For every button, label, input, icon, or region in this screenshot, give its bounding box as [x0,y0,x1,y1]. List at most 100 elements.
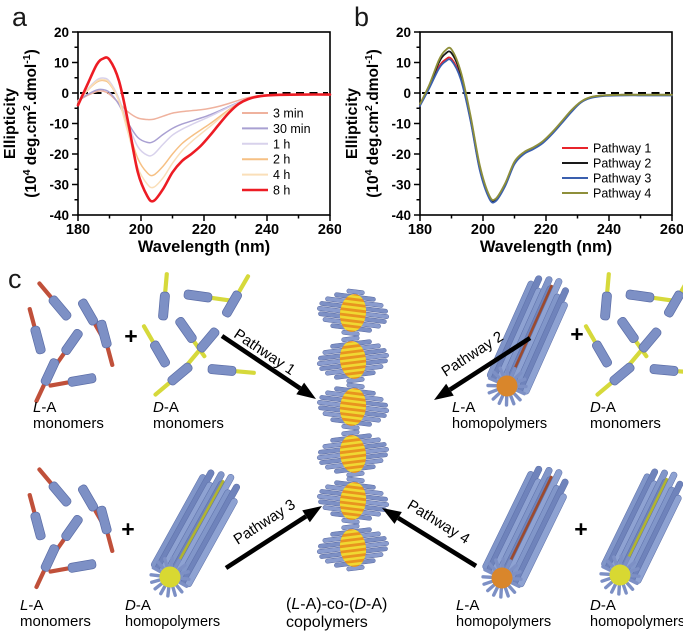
helix-stripe [338,508,365,515]
axis-ticks: 180 200 220 240 260 -40 -30 -20 -10 0 10 20 [49,25,341,238]
cd-spectra-chart-time-series: 180 200 220 240 260 -40 -30 -20 -10 0 10 20 3 min30 … [2,25,341,256]
da-monomers-label-right: D-A [590,399,616,416]
la-homopolymers-label-br: L-A [456,597,479,614]
y-tick-label: 0 [61,86,69,101]
helix-stripe [341,299,368,306]
monomer-rod [158,272,170,321]
monomer-rod [221,274,251,318]
y-tick-label: 20 [54,25,69,40]
helix-stripe [339,503,366,510]
y-axis-title-units: (104 deg.cm2.dmol-1) [21,49,40,198]
la-monomers-cluster-top [27,281,115,404]
da-monomers-label-2: monomers [153,415,224,432]
la-homopolymers-label-top-2: homopolymers [452,416,547,432]
helix-stripe [340,304,367,311]
helix-stripe [339,404,367,410]
helix-stripe [338,414,365,421]
x-tick-label: 240 [255,222,279,238]
monomer-rod [583,324,613,368]
monomer-rod [34,544,60,590]
legend-label: Pathway 3 [593,172,651,186]
panel-a-label: a [12,2,28,32]
monomer-rod [27,307,46,355]
helix-stripe [340,362,367,369]
la-homopolymer-cylinder-bottom-right [481,465,569,599]
helix-stripe [339,545,367,551]
helix-stripe [340,398,367,405]
da-homopolymers-label-br: D-A [590,597,616,614]
helix-rod [341,429,360,437]
da-homopolymer-cylinder-bottom-left [149,469,241,598]
monomer-rod [595,362,635,397]
y-axis-title: Ellipticity [2,88,19,159]
x-tick-label: 220 [534,222,558,238]
x-tick-label: 200 [471,222,495,238]
monomer-rod [649,364,683,376]
plus-sign: + [124,323,137,349]
legend-label: Pathway 4 [593,187,651,201]
legend-label: 3 min [273,107,304,121]
polymer-core-end [609,564,631,586]
y-tick-label: -30 [49,178,69,193]
x-tick-label: 260 [660,222,683,238]
y-tick-label: -40 [391,208,411,223]
helix-stripe [339,315,366,322]
helix-stripe [339,351,366,358]
pathway-2-arrow-head [434,383,454,400]
plus-sign: + [570,321,583,347]
plus-sign: + [574,516,587,542]
helix-stripe [339,357,367,363]
monomer-rod [207,364,256,376]
monomer-rod [34,358,60,404]
polymer-core-line [508,284,554,381]
helix-stripe [340,456,367,463]
copolymer-helix [316,288,390,572]
helix-rod [341,335,360,343]
da-homopolymers-label-bottom-2: homopolymers [125,614,220,630]
y-tick-label: -30 [391,178,411,193]
axis-ticks: 180 200 220 240 260 -40 -30 -20 -10 0 10 20 [391,25,683,238]
monomer-rod [37,281,72,321]
helix-stripe [340,550,367,557]
legend-label: 30 min [273,122,311,136]
pathway-3-arrow-head [302,506,322,523]
helix-stripe [338,440,365,447]
la-monomers-label: L-A [33,399,56,416]
helix-rod [341,523,360,531]
polymer-core-end [159,566,181,588]
monomer-rod [663,274,683,318]
pathway-4-arrow [396,516,478,568]
y-tick-label: 10 [54,56,69,71]
helix-stripe [338,320,365,327]
legend-label: 1 h [273,137,290,151]
da-monomers-label: D-A [153,399,179,416]
copolymer-product-label: (L-A)-co-(D-A) [286,596,387,613]
panel-b-label: b [354,2,370,32]
helix-stripe [339,539,366,546]
pathway-2-arrow [448,336,532,392]
copolymer-product-label-2: copolymers [286,614,368,631]
helix-rod [346,382,365,390]
helix-stripe [341,461,368,468]
helix-stripe [341,393,368,400]
x-tick-label: 260 [318,222,341,238]
helix-stripe [338,534,365,541]
legend-label: 8 h [273,184,290,198]
la-monomers-label-2: monomers [33,415,104,432]
pathway-3-arrow [224,514,308,570]
helix-segment [317,476,390,525]
monomer-rod [185,327,220,367]
y-tick-label: -40 [49,208,69,223]
x-axis-title: Wavelength (nm) [138,238,270,256]
y-tick-label: -10 [49,117,69,132]
series-line-3-min [77,90,331,121]
monomer-rod [37,467,72,507]
helix-segment [317,382,390,431]
polymer-rod [185,498,238,588]
da-monomers-cluster-right [583,272,683,397]
legend-label: Pathway 2 [593,157,651,171]
y-tick-label: -20 [49,147,69,162]
polymer-core-line [503,475,553,573]
x-tick-label: 220 [192,222,216,238]
